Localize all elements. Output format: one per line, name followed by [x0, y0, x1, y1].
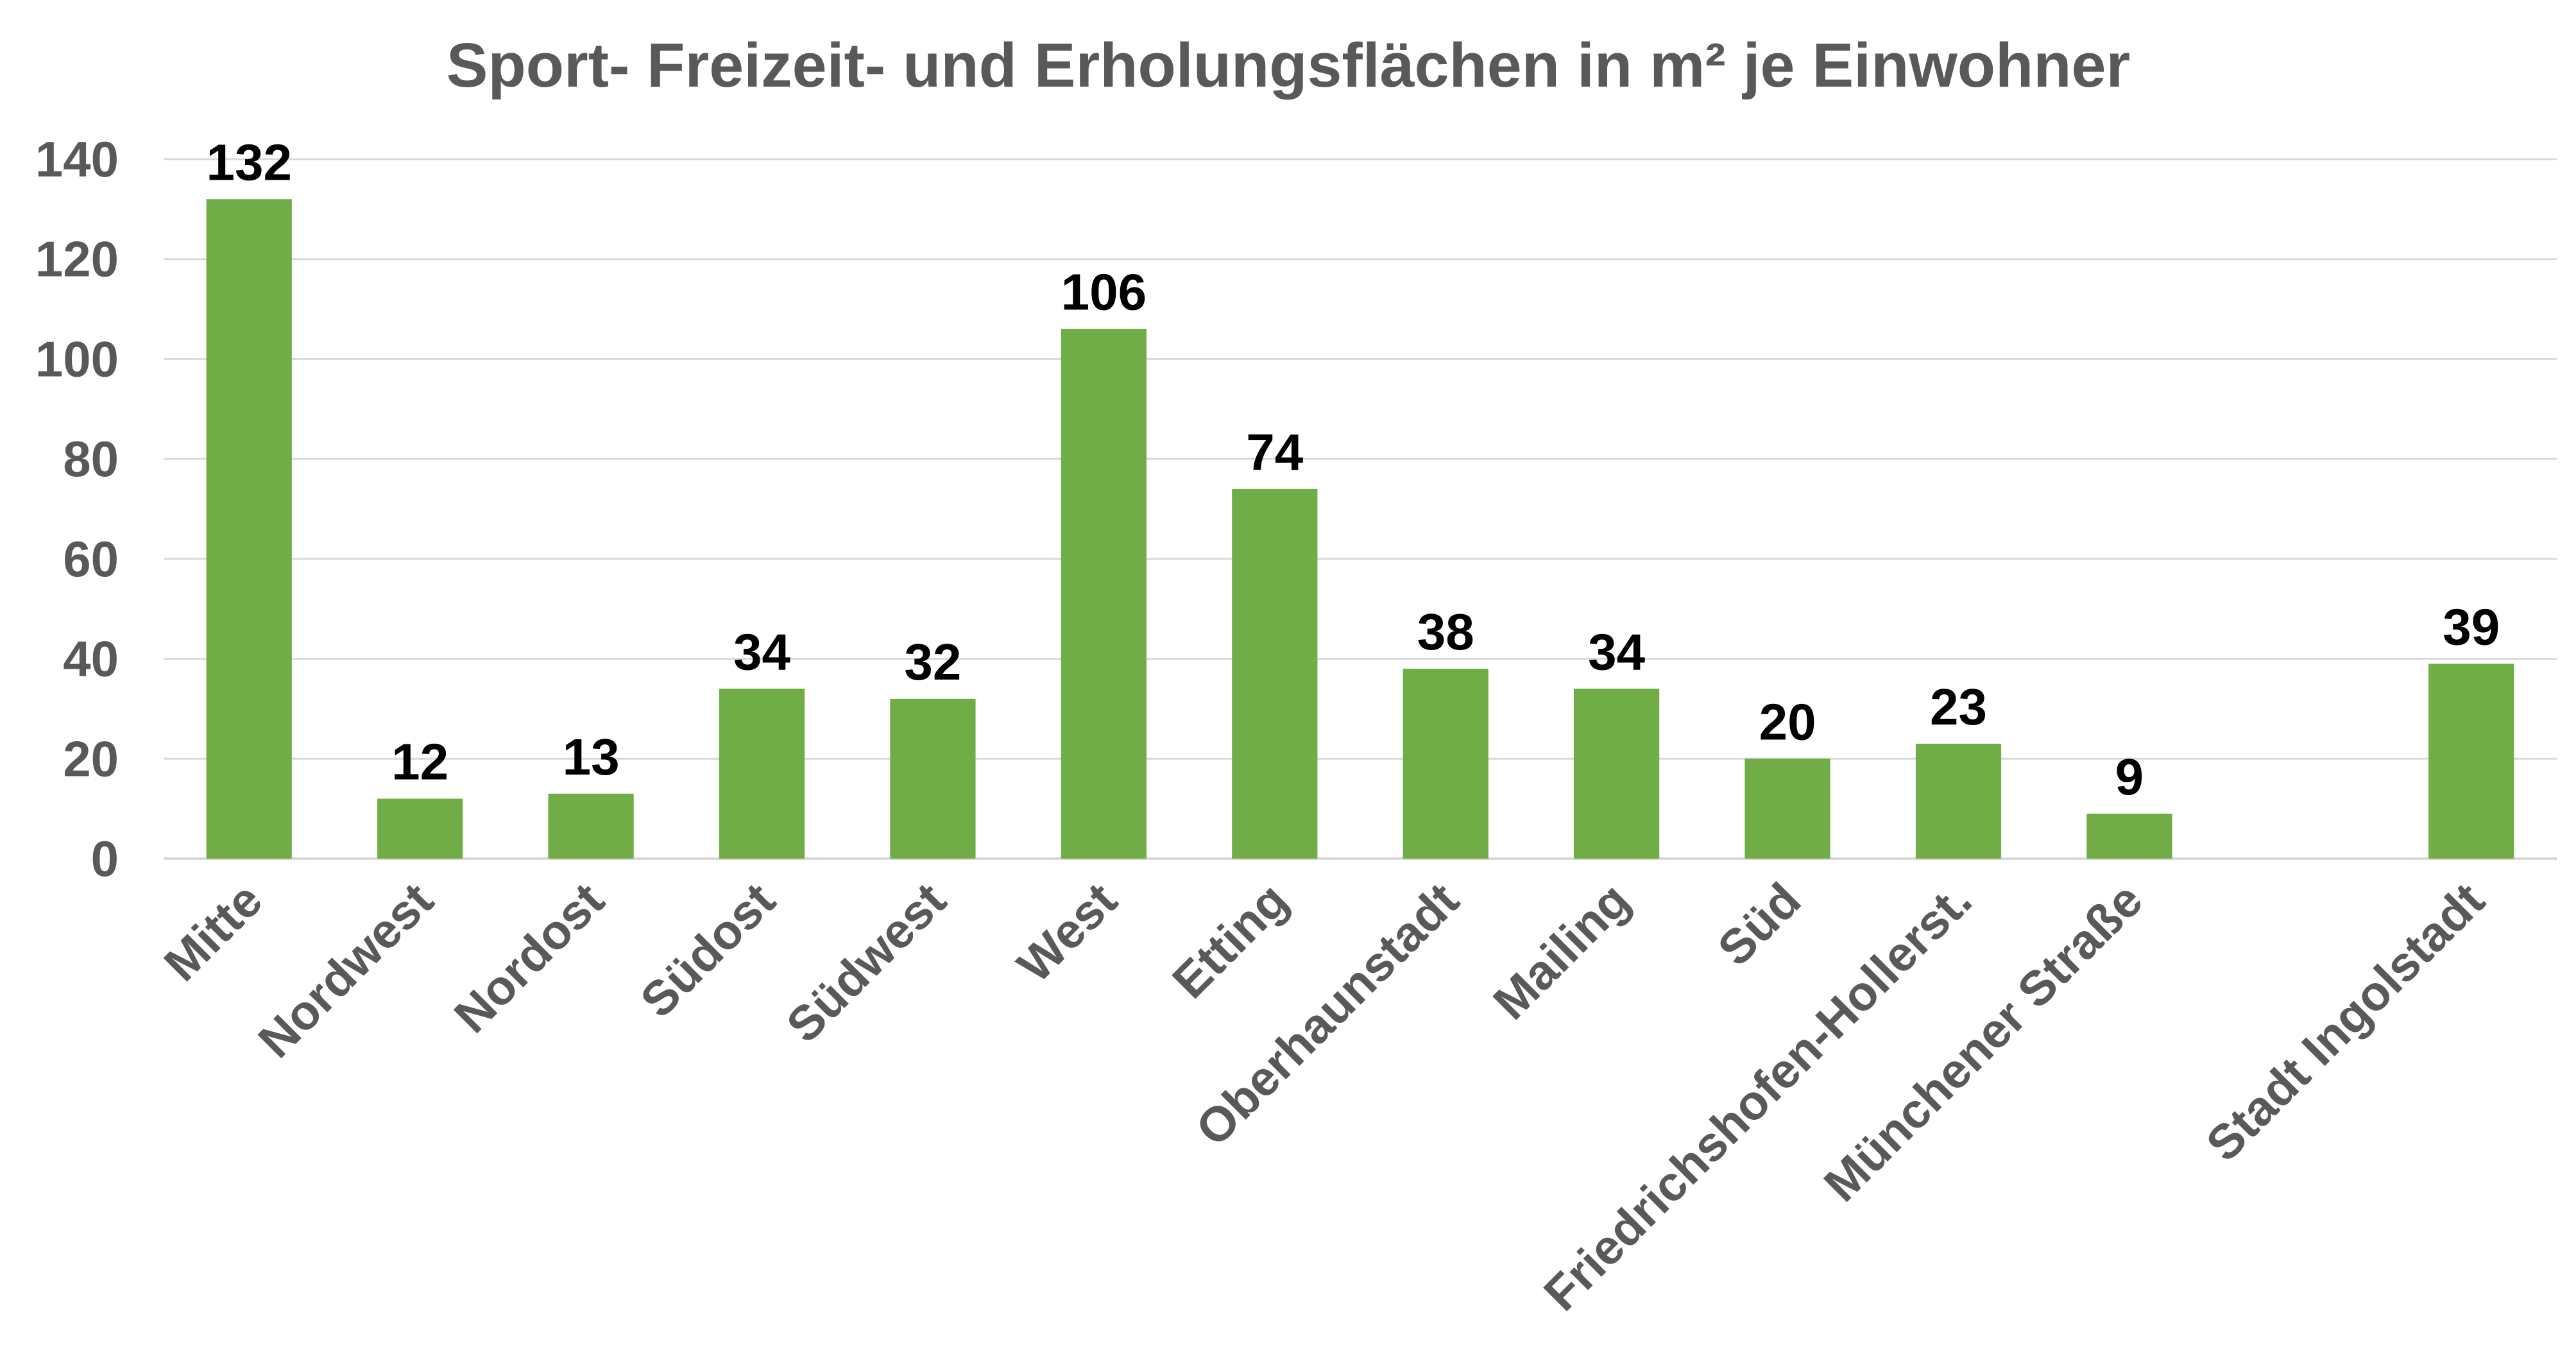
y-tick-label: 0: [91, 830, 119, 887]
bar: [2428, 664, 2514, 859]
bar: [206, 199, 292, 859]
bar: [548, 793, 634, 859]
bar: [377, 798, 463, 859]
data-labels: 132 12 13 34 32 106 74 38 34 20 23 9 39: [206, 133, 2500, 805]
x-tick-label: Münchener Straße: [1814, 873, 2153, 1212]
data-label: 34: [733, 623, 790, 680]
y-tick-label: 100: [35, 330, 119, 387]
x-tick-label: Süd: [1707, 873, 1811, 977]
y-tick-label: 60: [63, 531, 119, 587]
bar: [1403, 669, 1488, 859]
bar: [1915, 743, 2002, 859]
bars: [206, 199, 2514, 859]
x-tick-label: Stadt Ingolstadt: [2196, 873, 2495, 1172]
bar: [1574, 689, 1660, 859]
data-label: 74: [1246, 424, 1303, 481]
x-tick-label: Südwest: [776, 873, 957, 1053]
data-label: 34: [1588, 623, 1645, 680]
y-tick-label: 140: [35, 131, 119, 187]
x-tick-label: Mitte: [154, 873, 273, 991]
bar: [719, 689, 805, 859]
chart-title: Sport- Freizeit- und Erholungsflächen in…: [447, 30, 2131, 100]
bar: [2086, 813, 2172, 859]
y-tick-label: 120: [35, 231, 119, 287]
bar: [1232, 488, 1318, 859]
bar: [1061, 329, 1147, 859]
x-tick-label: Mailing: [1483, 873, 1640, 1030]
data-label: 32: [904, 633, 961, 690]
data-label: 12: [391, 733, 448, 791]
y-tick-label: 80: [63, 431, 119, 487]
x-tick-label: Südost: [630, 873, 785, 1028]
x-tick-label: Nordwest: [248, 873, 444, 1068]
x-tick-label: West: [1007, 873, 1128, 993]
y-tick-label: 20: [63, 730, 119, 787]
data-label: 106: [1061, 264, 1147, 321]
data-label: 38: [1417, 603, 1474, 660]
bar: [890, 698, 976, 859]
data-label: 39: [2443, 598, 2500, 655]
y-axis-tick-labels: 0 20 40 60 80 100 120 140: [35, 131, 119, 887]
gridlines: [164, 158, 2557, 860]
x-tick-label: Nordost: [444, 873, 615, 1043]
x-tick-label: Etting: [1162, 873, 1298, 1009]
data-label: 9: [2115, 748, 2144, 805]
data-label: 13: [563, 728, 620, 785]
bar: [1744, 759, 1830, 859]
data-label: 132: [206, 133, 291, 191]
data-label: 20: [1759, 693, 1816, 750]
data-label: 23: [1930, 678, 1987, 735]
y-tick-label: 40: [63, 631, 119, 687]
